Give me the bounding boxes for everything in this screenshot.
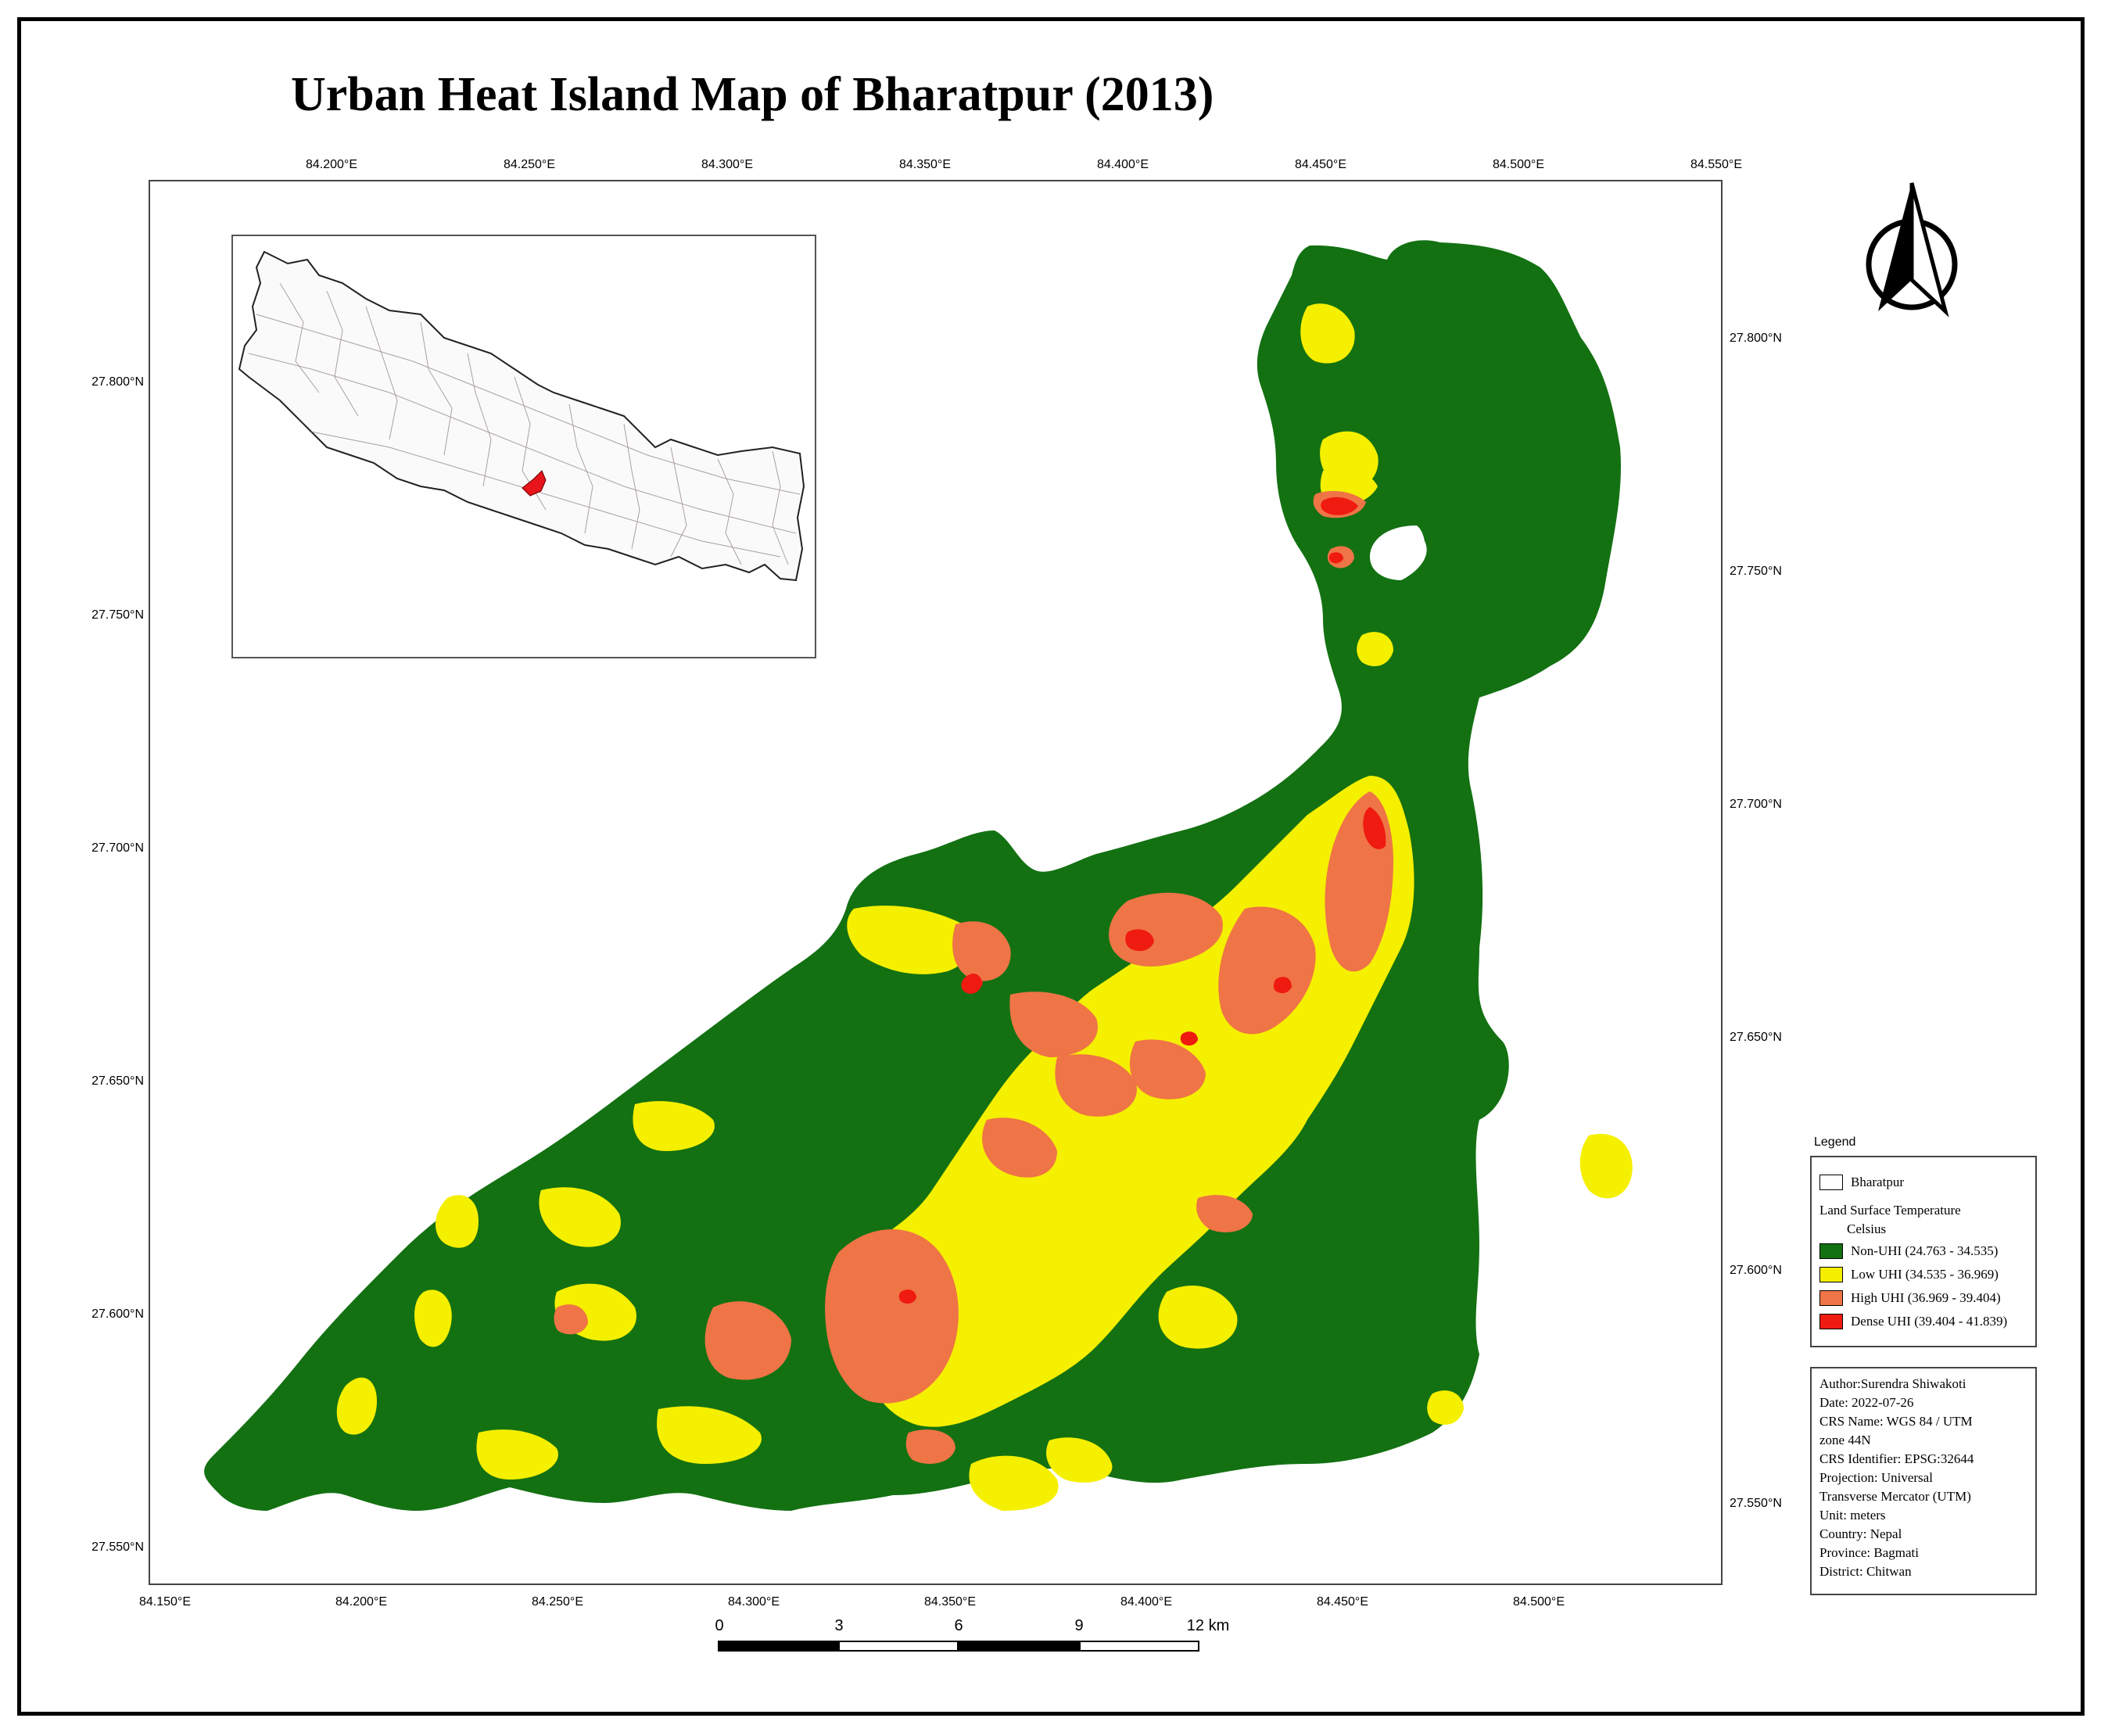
legend-class-label: High UHI (36.969 - 39.404) bbox=[1851, 1290, 2001, 1305]
legend-boundary-label: Bharatpur bbox=[1851, 1175, 1904, 1189]
bottom-lon-label: 84.350°E bbox=[923, 1595, 977, 1609]
top-lon-label: 84.400°E bbox=[1096, 158, 1149, 171]
top-lon-label: 84.450°E bbox=[1294, 158, 1347, 171]
bottom-lon-label: 84.150°E bbox=[138, 1595, 192, 1609]
scale-label: 6 bbox=[954, 1617, 963, 1634]
scale-segment bbox=[718, 1641, 838, 1652]
legend-class-row: Low UHI (34.535 - 36.969) bbox=[1819, 1267, 1999, 1282]
metadata-line: CRS Name: WGS 84 / UTM bbox=[1819, 1414, 1973, 1429]
bharatpur-highlight bbox=[522, 470, 547, 497]
scale-label: 0 bbox=[715, 1617, 724, 1634]
right-lat-label: 27.700°N bbox=[1730, 798, 1782, 811]
legend-class-label: Low UHI (34.535 - 36.969) bbox=[1851, 1267, 1999, 1282]
legend-class-label: Dense UHI (39.404 - 41.839) bbox=[1851, 1314, 2008, 1329]
inset-map-nepal bbox=[231, 235, 816, 658]
map-svg bbox=[204, 240, 1633, 1512]
map-frame bbox=[17, 17, 2085, 1716]
scale-label: 12 km bbox=[1186, 1617, 1230, 1634]
high-uhi-zones bbox=[554, 490, 1393, 1464]
bottom-lon-label: 84.200°E bbox=[335, 1595, 388, 1609]
left-lat-label: 27.550°N bbox=[91, 1541, 144, 1554]
inset-svg bbox=[238, 250, 805, 582]
top-lon-label: 84.250°E bbox=[503, 158, 556, 171]
bottom-lon-label: 84.300°E bbox=[727, 1595, 780, 1609]
scale-segment bbox=[959, 1641, 1079, 1652]
map-area bbox=[149, 180, 1723, 1585]
high-uhi-swatch bbox=[1819, 1290, 1843, 1306]
metadata-box: Author:Surendra Shiwakoti Date: 2022-07-… bbox=[1810, 1367, 2037, 1595]
scale-label: 3 bbox=[834, 1617, 844, 1634]
left-lat-label: 27.650°N bbox=[91, 1074, 144, 1088]
bottom-lon-label: 84.250°E bbox=[531, 1595, 584, 1609]
metadata-line: Unit: meters bbox=[1819, 1508, 1886, 1523]
dense-uhi-zones bbox=[898, 497, 1386, 1304]
metadata-line: Transverse Mercator (UTM) bbox=[1819, 1489, 1971, 1504]
legend-class-row: Non-UHI (24.763 - 34.535) bbox=[1819, 1243, 1998, 1259]
legend-lst-title: Land Surface Temperature bbox=[1819, 1203, 1961, 1218]
bottom-lon-label: 84.500°E bbox=[1512, 1595, 1565, 1609]
left-lat-label: 27.700°N bbox=[91, 841, 144, 855]
metadata-line: Province: Bagmati bbox=[1819, 1545, 1920, 1560]
scale-segment bbox=[1079, 1641, 1199, 1652]
left-lat-label: 27.750°N bbox=[91, 608, 144, 622]
top-lon-label: 84.500°E bbox=[1492, 158, 1545, 171]
boundary-swatch bbox=[1819, 1175, 1843, 1190]
metadata-line: District: Chitwan bbox=[1819, 1564, 1912, 1579]
scale-label: 9 bbox=[1074, 1617, 1084, 1634]
top-lon-label: 84.300°E bbox=[701, 158, 754, 171]
scale-segment bbox=[838, 1641, 959, 1652]
right-lat-label: 27.800°N bbox=[1730, 332, 1782, 345]
metadata-line: Date: 2022-07-26 bbox=[1819, 1395, 1914, 1410]
top-lon-label: 84.200°E bbox=[305, 158, 358, 171]
north-arrow-icon bbox=[1861, 178, 1963, 319]
right-lat-label: 27.550°N bbox=[1730, 1497, 1782, 1510]
legend-class-row: Dense UHI (39.404 - 41.839) bbox=[1819, 1314, 2007, 1329]
bottom-lon-label: 84.450°E bbox=[1316, 1595, 1369, 1609]
non-uhi-swatch bbox=[1819, 1243, 1843, 1259]
legend-box: Bharatpur Land Surface Temperature Celsi… bbox=[1810, 1156, 2037, 1347]
legend-boundary-row: Bharatpur bbox=[1819, 1175, 1904, 1190]
right-lat-label: 27.650°N bbox=[1730, 1031, 1782, 1044]
top-lon-label: 84.350°E bbox=[898, 158, 952, 171]
metadata-line: CRS Identifier: EPSG:32644 bbox=[1819, 1451, 1974, 1466]
left-lat-label: 27.600°N bbox=[91, 1307, 144, 1321]
nepal-outline bbox=[238, 250, 805, 582]
metadata-line: Author:Surendra Shiwakoti bbox=[1819, 1376, 1966, 1391]
metadata-line: zone 44N bbox=[1819, 1433, 1871, 1447]
legend-class-label: Non-UHI (24.763 - 34.535) bbox=[1851, 1243, 1999, 1258]
right-lat-label: 27.600°N bbox=[1730, 1264, 1782, 1277]
legend-unit: Celsius bbox=[1847, 1221, 1887, 1236]
scale-bar bbox=[718, 1641, 1199, 1652]
dense-uhi-swatch bbox=[1819, 1314, 1843, 1329]
top-lon-label: 84.550°E bbox=[1690, 158, 1743, 171]
low-uhi-swatch bbox=[1819, 1267, 1843, 1282]
map-title: Urban Heat Island Map of Bharatpur (2013… bbox=[291, 68, 1214, 121]
legend-caption: Legend bbox=[1814, 1135, 1856, 1149]
right-lat-label: 27.750°N bbox=[1730, 565, 1782, 578]
left-lat-label: 27.800°N bbox=[91, 375, 144, 389]
metadata-line: Projection: Universal bbox=[1819, 1470, 1933, 1485]
metadata-line: Country: Nepal bbox=[1819, 1526, 1902, 1541]
bottom-lon-label: 84.400°E bbox=[1120, 1595, 1173, 1609]
legend-class-row: High UHI (36.969 - 39.404) bbox=[1819, 1290, 2001, 1306]
